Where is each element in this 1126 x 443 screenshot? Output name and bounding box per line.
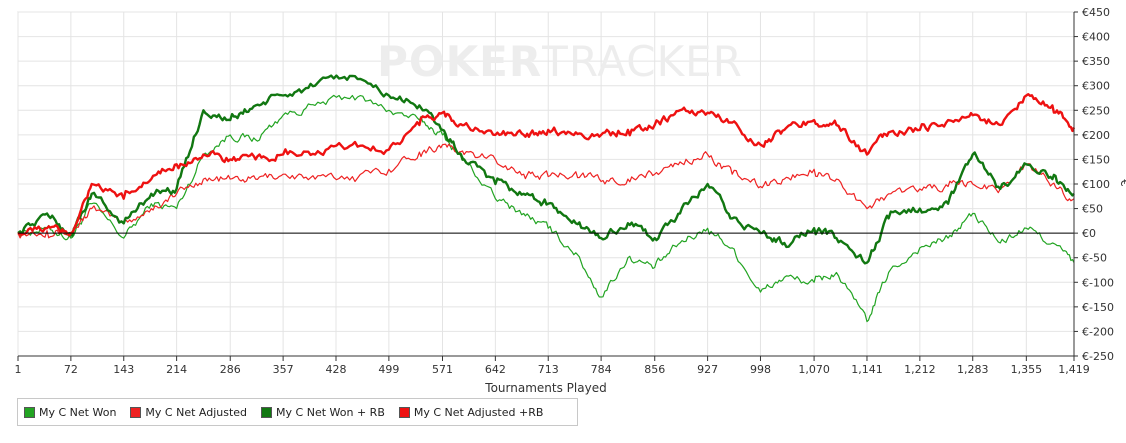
- x-tick-label: 713: [538, 363, 559, 376]
- x-tick-label: 1,419: [1058, 363, 1090, 376]
- x-tick-label: 784: [591, 363, 612, 376]
- legend-swatch: [24, 406, 35, 418]
- legend-swatch: [261, 406, 273, 418]
- x-tick-label: 72: [64, 363, 78, 376]
- y-tick-label: €0: [1082, 227, 1096, 240]
- y-tick-label: €-150: [1082, 301, 1114, 314]
- x-tick-label: 428: [325, 363, 346, 376]
- legend-label: My C Net Adjusted +RB: [413, 405, 544, 419]
- legend-item-my-c-net-won-rb[interactable]: My C Net Won + RB: [261, 406, 385, 419]
- y-tick-label: €-250: [1082, 350, 1114, 363]
- x-tick-label: 1,355: [1011, 363, 1043, 376]
- y-tick-label: €150: [1082, 153, 1110, 166]
- legend-label: My C Net Won: [39, 405, 117, 419]
- x-tick-label: 357: [273, 363, 294, 376]
- y-tick-label: €50: [1082, 203, 1103, 216]
- x-tick-label: 927: [697, 363, 718, 376]
- x-tick-label: 1,070: [798, 363, 830, 376]
- y-tick-label: €350: [1082, 55, 1110, 68]
- y-tick-label: €400: [1082, 31, 1110, 44]
- legend-item-my-c-net-won[interactable]: My C Net Won: [24, 406, 116, 419]
- x-tick-label: 214: [166, 363, 187, 376]
- x-tick-label: 499: [378, 363, 399, 376]
- y-tick-label: €-100: [1082, 276, 1114, 289]
- x-tick-label: 286: [220, 363, 241, 376]
- y-tick-label: €450: [1082, 6, 1110, 19]
- y-tick-label: €-50: [1082, 252, 1107, 265]
- x-tick-label: 143: [113, 363, 134, 376]
- y-tick-label: €300: [1082, 80, 1110, 93]
- legend-label: My C Net Won + RB: [276, 405, 385, 419]
- chart-legend: My C Net Won My C Net Adjusted My C Net Wo…: [17, 398, 578, 426]
- x-tick-label: 1,212: [904, 363, 936, 376]
- series-lines: [17, 74, 1076, 323]
- x-tick-label: 1,141: [851, 363, 883, 376]
- legend-item-my-c-net-adjusted[interactable]: My C Net Adjusted: [130, 406, 247, 419]
- legend-label: My C Net Adjusted: [145, 405, 248, 419]
- legend-swatch: [130, 406, 142, 418]
- x-tick-label: 1: [15, 363, 22, 376]
- x-tick-label: 998: [750, 363, 771, 376]
- y-axis-title: €: [1118, 179, 1126, 187]
- y-tick-label: €200: [1082, 129, 1110, 142]
- watermark-light: TRACKER: [541, 37, 743, 86]
- x-axis-title: Tournaments Played: [484, 381, 606, 395]
- y-tick-label: €100: [1082, 178, 1110, 191]
- y-tick-label: €-200: [1082, 325, 1114, 338]
- y-tick-label: €250: [1082, 104, 1110, 117]
- pokertracker-watermark: POKERTRACKER: [377, 37, 743, 86]
- series-line-my-c-net-adjusted-rb: [17, 92, 1076, 237]
- legend-swatch: [398, 406, 410, 418]
- x-tick-label: 1,283: [957, 363, 989, 376]
- series-line-my-c-net-won: [17, 94, 1075, 323]
- watermark-bold: POKER: [377, 37, 542, 86]
- x-tick-label: 571: [432, 363, 453, 376]
- tick-labels: €-250 €-200 €-150 €-100 €-50 €0 €50 €100 €150 €20…: [15, 6, 1114, 376]
- x-tick-label: 642: [485, 363, 506, 376]
- axes: [17, 11, 1078, 361]
- series-line-my-c-net-won-rb: [17, 74, 1075, 265]
- legend-item-my-c-net-adjusted-rb[interactable]: My C Net Adjusted +RB: [398, 405, 544, 419]
- series-line-my-c-net-adjusted: [17, 143, 1075, 239]
- x-tick-label: 856: [644, 363, 665, 376]
